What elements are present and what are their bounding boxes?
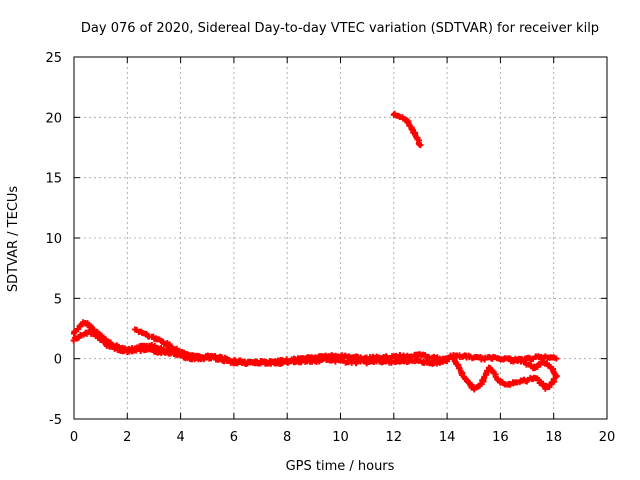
high-arc-point (417, 142, 424, 149)
chart-title: Day 076 of 2020, Sidereal Day-to-day VTE… (81, 21, 599, 36)
axis-ticks: 0 2 4 6 8 10 12 14 16 18 20 -5 0 5 10 15 20 25 (45, 51, 615, 445)
x-tick-label: 6 (230, 430, 238, 445)
data-points (70, 110, 560, 393)
x-axis-label: GPS time / hours (286, 459, 395, 474)
y-axis-label: SDTVAR / TECUs (6, 186, 21, 293)
y-tick-label: 0 (54, 353, 62, 368)
x-tick-label: 16 (492, 430, 509, 445)
x-tick-label: 12 (386, 430, 403, 445)
upper-arc-point (198, 354, 205, 361)
y-tick-label: 15 (45, 172, 62, 187)
y-tick-label: 10 (45, 232, 62, 247)
x-tick-label: 14 (439, 430, 456, 445)
y-tick-label: 5 (54, 292, 62, 307)
x-tick-label: 4 (176, 430, 184, 445)
x-tick-label: 10 (332, 430, 349, 445)
main-arc-point (553, 355, 560, 362)
loops-point (508, 358, 515, 365)
y-tick-label: -5 (49, 413, 62, 428)
x-tick-label: 20 (599, 430, 616, 445)
x-tick-label: 2 (123, 430, 131, 445)
y-tick-label: 25 (45, 51, 62, 66)
secondary-arc-point (444, 358, 451, 365)
y-tick-label: 20 (45, 111, 62, 126)
x-tick-label: 18 (545, 430, 562, 445)
x-tick-label: 8 (283, 430, 291, 445)
x-tick-label: 0 (70, 430, 78, 445)
